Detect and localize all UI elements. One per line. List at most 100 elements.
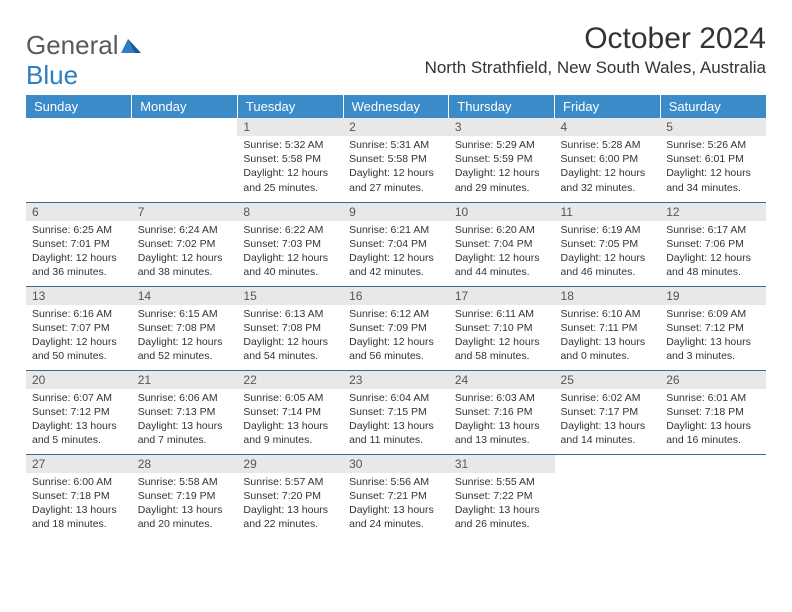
day-details: Sunrise: 5:28 AMSunset: 6:00 PMDaylight:… — [555, 136, 661, 199]
day-details: Sunrise: 5:56 AMSunset: 7:21 PMDaylight:… — [343, 473, 449, 536]
calendar-day-cell: 30Sunrise: 5:56 AMSunset: 7:21 PMDayligh… — [343, 454, 449, 538]
day-number: 19 — [660, 287, 766, 305]
day-header-row: SundayMondayTuesdayWednesdayThursdayFrid… — [26, 95, 766, 118]
calendar-day-cell: 27Sunrise: 6:00 AMSunset: 7:18 PMDayligh… — [26, 454, 132, 538]
day-details: Sunrise: 6:19 AMSunset: 7:05 PMDaylight:… — [555, 221, 661, 284]
logo: General — [26, 30, 143, 61]
day-number: 2 — [343, 118, 449, 136]
day-details: Sunrise: 6:00 AMSunset: 7:18 PMDaylight:… — [26, 473, 132, 536]
calendar-day-cell: 15Sunrise: 6:13 AMSunset: 7:08 PMDayligh… — [237, 286, 343, 370]
calendar-empty-cell — [26, 118, 132, 202]
calendar-week-row: 13Sunrise: 6:16 AMSunset: 7:07 PMDayligh… — [26, 286, 766, 370]
month-title: October 2024 — [425, 22, 766, 56]
day-number: 15 — [237, 287, 343, 305]
day-number: 30 — [343, 455, 449, 473]
day-details: Sunrise: 5:58 AMSunset: 7:19 PMDaylight:… — [132, 473, 238, 536]
day-details: Sunrise: 6:17 AMSunset: 7:06 PMDaylight:… — [660, 221, 766, 284]
calendar-day-cell: 13Sunrise: 6:16 AMSunset: 7:07 PMDayligh… — [26, 286, 132, 370]
day-details: Sunrise: 5:26 AMSunset: 6:01 PMDaylight:… — [660, 136, 766, 199]
day-header: Saturday — [660, 95, 766, 118]
calendar-empty-cell — [660, 454, 766, 538]
calendar-day-cell: 18Sunrise: 6:10 AMSunset: 7:11 PMDayligh… — [555, 286, 661, 370]
day-number: 9 — [343, 203, 449, 221]
day-header: Wednesday — [343, 95, 449, 118]
calendar-day-cell: 31Sunrise: 5:55 AMSunset: 7:22 PMDayligh… — [449, 454, 555, 538]
day-details: Sunrise: 5:31 AMSunset: 5:58 PMDaylight:… — [343, 136, 449, 199]
calendar-week-row: 1Sunrise: 5:32 AMSunset: 5:58 PMDaylight… — [26, 118, 766, 202]
day-details: Sunrise: 6:01 AMSunset: 7:18 PMDaylight:… — [660, 389, 766, 452]
day-details: Sunrise: 6:11 AMSunset: 7:10 PMDaylight:… — [449, 305, 555, 368]
calendar-day-cell: 24Sunrise: 6:03 AMSunset: 7:16 PMDayligh… — [449, 370, 555, 454]
calendar-day-cell: 3Sunrise: 5:29 AMSunset: 5:59 PMDaylight… — [449, 118, 555, 202]
day-details: Sunrise: 6:05 AMSunset: 7:14 PMDaylight:… — [237, 389, 343, 452]
calendar-day-cell: 28Sunrise: 5:58 AMSunset: 7:19 PMDayligh… — [132, 454, 238, 538]
calendar-day-cell: 5Sunrise: 5:26 AMSunset: 6:01 PMDaylight… — [660, 118, 766, 202]
day-number: 5 — [660, 118, 766, 136]
day-header: Tuesday — [237, 95, 343, 118]
day-number: 7 — [132, 203, 238, 221]
day-number: 17 — [449, 287, 555, 305]
day-number: 27 — [26, 455, 132, 473]
day-details: Sunrise: 6:10 AMSunset: 7:11 PMDaylight:… — [555, 305, 661, 368]
day-number: 25 — [555, 371, 661, 389]
calendar-day-cell: 10Sunrise: 6:20 AMSunset: 7:04 PMDayligh… — [449, 202, 555, 286]
calendar-body: 1Sunrise: 5:32 AMSunset: 5:58 PMDaylight… — [26, 118, 766, 538]
day-number: 1 — [237, 118, 343, 136]
day-number: 18 — [555, 287, 661, 305]
calendar-day-cell: 7Sunrise: 6:24 AMSunset: 7:02 PMDaylight… — [132, 202, 238, 286]
day-details: Sunrise: 6:21 AMSunset: 7:04 PMDaylight:… — [343, 221, 449, 284]
day-number: 11 — [555, 203, 661, 221]
calendar-week-row: 27Sunrise: 6:00 AMSunset: 7:18 PMDayligh… — [26, 454, 766, 538]
day-details: Sunrise: 6:09 AMSunset: 7:12 PMDaylight:… — [660, 305, 766, 368]
calendar-day-cell: 29Sunrise: 5:57 AMSunset: 7:20 PMDayligh… — [237, 454, 343, 538]
day-details: Sunrise: 6:16 AMSunset: 7:07 PMDaylight:… — [26, 305, 132, 368]
day-number: 12 — [660, 203, 766, 221]
calendar-day-cell: 11Sunrise: 6:19 AMSunset: 7:05 PMDayligh… — [555, 202, 661, 286]
day-details: Sunrise: 6:20 AMSunset: 7:04 PMDaylight:… — [449, 221, 555, 284]
day-number: 24 — [449, 371, 555, 389]
day-details: Sunrise: 5:29 AMSunset: 5:59 PMDaylight:… — [449, 136, 555, 199]
day-number: 10 — [449, 203, 555, 221]
day-details: Sunrise: 6:13 AMSunset: 7:08 PMDaylight:… — [237, 305, 343, 368]
day-details: Sunrise: 6:12 AMSunset: 7:09 PMDaylight:… — [343, 305, 449, 368]
calendar-day-cell: 22Sunrise: 6:05 AMSunset: 7:14 PMDayligh… — [237, 370, 343, 454]
day-details: Sunrise: 6:06 AMSunset: 7:13 PMDaylight:… — [132, 389, 238, 452]
day-number: 23 — [343, 371, 449, 389]
calendar-empty-cell — [555, 454, 661, 538]
day-header: Thursday — [449, 95, 555, 118]
day-details: Sunrise: 5:32 AMSunset: 5:58 PMDaylight:… — [237, 136, 343, 199]
calendar-day-cell: 6Sunrise: 6:25 AMSunset: 7:01 PMDaylight… — [26, 202, 132, 286]
day-number: 13 — [26, 287, 132, 305]
day-number: 29 — [237, 455, 343, 473]
logo-triangle-icon — [121, 37, 143, 55]
day-header: Sunday — [26, 95, 132, 118]
calendar-day-cell: 4Sunrise: 5:28 AMSunset: 6:00 PMDaylight… — [555, 118, 661, 202]
calendar-day-cell: 17Sunrise: 6:11 AMSunset: 7:10 PMDayligh… — [449, 286, 555, 370]
day-details: Sunrise: 6:25 AMSunset: 7:01 PMDaylight:… — [26, 221, 132, 284]
day-header: Friday — [555, 95, 661, 118]
day-number: 31 — [449, 455, 555, 473]
calendar-table: SundayMondayTuesdayWednesdayThursdayFrid… — [26, 95, 766, 538]
logo-text-1: General — [26, 30, 119, 61]
calendar-day-cell: 19Sunrise: 6:09 AMSunset: 7:12 PMDayligh… — [660, 286, 766, 370]
logo-text-2: Blue — [26, 60, 766, 91]
calendar-day-cell: 23Sunrise: 6:04 AMSunset: 7:15 PMDayligh… — [343, 370, 449, 454]
day-details: Sunrise: 5:57 AMSunset: 7:20 PMDaylight:… — [237, 473, 343, 536]
day-number: 16 — [343, 287, 449, 305]
calendar-day-cell: 16Sunrise: 6:12 AMSunset: 7:09 PMDayligh… — [343, 286, 449, 370]
day-header: Monday — [132, 95, 238, 118]
day-number: 4 — [555, 118, 661, 136]
calendar-day-cell: 9Sunrise: 6:21 AMSunset: 7:04 PMDaylight… — [343, 202, 449, 286]
day-number: 3 — [449, 118, 555, 136]
calendar-empty-cell — [132, 118, 238, 202]
day-number: 14 — [132, 287, 238, 305]
calendar-day-cell: 8Sunrise: 6:22 AMSunset: 7:03 PMDaylight… — [237, 202, 343, 286]
day-details: Sunrise: 6:04 AMSunset: 7:15 PMDaylight:… — [343, 389, 449, 452]
day-details: Sunrise: 5:55 AMSunset: 7:22 PMDaylight:… — [449, 473, 555, 536]
day-number: 6 — [26, 203, 132, 221]
calendar-day-cell: 14Sunrise: 6:15 AMSunset: 7:08 PMDayligh… — [132, 286, 238, 370]
calendar-week-row: 6Sunrise: 6:25 AMSunset: 7:01 PMDaylight… — [26, 202, 766, 286]
day-number: 22 — [237, 371, 343, 389]
day-number: 21 — [132, 371, 238, 389]
calendar-day-cell: 1Sunrise: 5:32 AMSunset: 5:58 PMDaylight… — [237, 118, 343, 202]
